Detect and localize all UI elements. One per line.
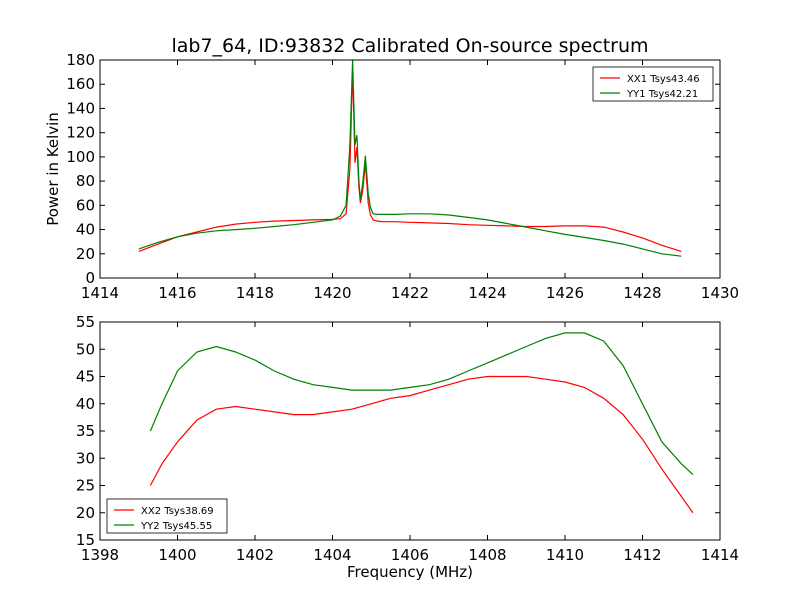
bottom-y-tick-label: 40: [76, 395, 95, 413]
top-series-group: [138, 59, 682, 257]
top-y-tick-label: 180: [66, 51, 95, 69]
bottom-x-tick-label: 1400: [158, 546, 196, 564]
bottom-legend-label: YY2 Tsys45.55: [140, 521, 212, 532]
chart-title: lab7_64, ID:93832 Calibrated On-source s…: [171, 35, 648, 57]
bottom-y-tick-label: 35: [76, 422, 95, 440]
bottom-series-line-2: [149, 332, 694, 476]
top-x-tick-label: 1416: [158, 284, 196, 302]
top-y-tick-label: 60: [76, 196, 95, 214]
bottom-ticks: 1398 1400 1402 1404 1406 1408 1410 1412 1414 15 20…: [76, 313, 739, 564]
bottom-y-tick-label: 50: [76, 340, 95, 358]
bottom-x-tick-label: 1402: [236, 546, 274, 564]
bottom-y-tick-label: 15: [76, 531, 95, 549]
top-legend-label: XX1 Tsys43.46: [627, 74, 700, 85]
bottom-y-tick-label: 25: [76, 477, 95, 495]
top-x-tick-label: 1414: [81, 284, 119, 302]
top-x-tick-label: 1422: [391, 284, 429, 302]
bottom-legend-label: XX2 Tsys38.69: [141, 506, 214, 517]
top-plot-frame: [99, 59, 721, 279]
top-ticks: 1414 1416 1418 1420 1422 1424 1426 1428 1430 0 20 4…: [66, 51, 739, 302]
top-x-tick-label: 1426: [546, 284, 584, 302]
bottom-x-tick-label: 1410: [546, 546, 584, 564]
bottom-y-tick-label: 45: [76, 368, 95, 386]
top-x-tick-label: 1424: [468, 284, 506, 302]
top-y-tick-label: 80: [76, 172, 95, 190]
bottom-y-tick-label: 55: [76, 313, 95, 331]
top-x-tick-label: 1420: [313, 284, 351, 302]
top-y-tick-label: 100: [66, 148, 95, 166]
bottom-legend: XX2 Tsys38.69 YY2 Tsys45.55: [106, 498, 228, 534]
bottom-x-tick-label: 1408: [468, 546, 506, 564]
top-panel: 1414 1416 1418 1420 1422 1424 1426 1428 1430 0 20 4…: [66, 51, 739, 302]
top-legend-label: YY1 Tsys42.21: [626, 89, 698, 100]
bottom-legend-box: [106, 498, 228, 534]
bottom-y-tick-label: 20: [76, 504, 95, 522]
bottom-x-tick-label: 1404: [313, 546, 351, 564]
y-axis-label: Power in Kelvin: [44, 112, 62, 226]
bottom-plot-frame: [99, 321, 721, 541]
top-y-tick-label: 140: [66, 99, 95, 117]
top-x-tick-label: 1418: [236, 284, 274, 302]
bottom-x-tick-label: 1398: [81, 546, 119, 564]
top-y-tick-label: 20: [76, 245, 95, 263]
bottom-series-group: [149, 332, 694, 514]
bottom-series-line-1: [149, 375, 694, 514]
bottom-x-tick-label: 1412: [623, 546, 661, 564]
bottom-panel: 1398 1400 1402 1404 1406 1408 1410 1412 1414 15 20…: [76, 313, 739, 564]
top-y-tick-label: 120: [66, 124, 95, 142]
bottom-x-tick-label: 1406: [391, 546, 429, 564]
top-legend: XX1 Tsys43.46 YY1 Tsys42.21: [592, 66, 714, 102]
bottom-y-tick-label: 30: [76, 449, 95, 467]
bottom-x-tick-label: 1414: [701, 546, 739, 564]
top-x-tick-label: 1428: [623, 284, 661, 302]
top-series-line-1: [138, 69, 682, 252]
x-axis-label: Frequency (MHz): [347, 563, 473, 581]
top-series-line-2: [138, 59, 682, 257]
top-x-tick-label: 1430: [701, 284, 739, 302]
top-y-tick-label: 160: [66, 75, 95, 93]
top-y-tick-label: 40: [76, 221, 95, 239]
top-legend-box: [592, 66, 714, 102]
top-y-tick-label: 0: [85, 269, 95, 287]
